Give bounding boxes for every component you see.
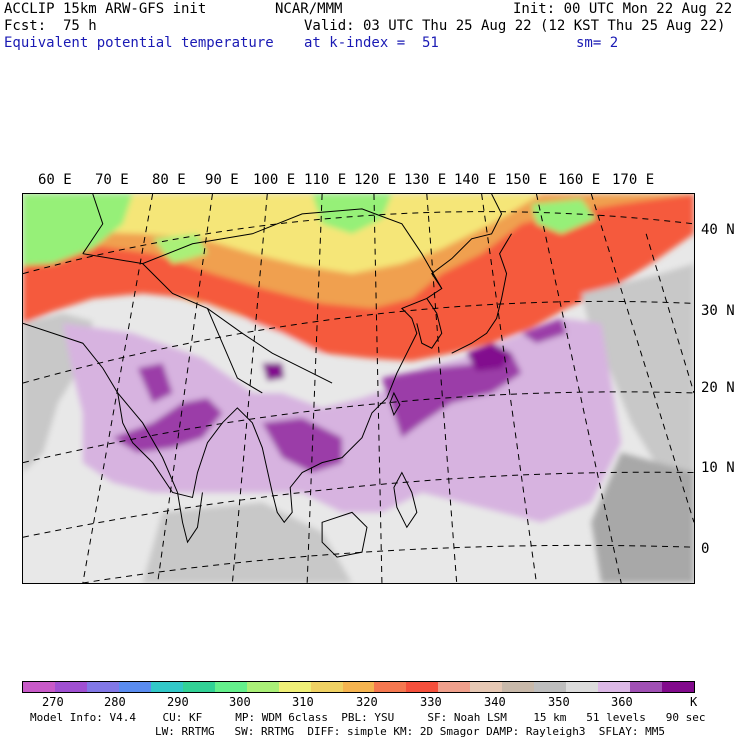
lat-label: 10 N (701, 460, 735, 476)
coastline-philippines (393, 471, 418, 529)
colorbar-swatch (118, 682, 151, 692)
colorbar-swatch (534, 682, 567, 692)
purple-core (262, 417, 343, 473)
colorbar-tick: 360 (611, 695, 633, 709)
coastline-taiwan (389, 391, 401, 417)
graticule-lat (23, 471, 694, 538)
colorbar-unit: K (690, 695, 698, 709)
colorbar-swatch (214, 682, 247, 692)
border-inland (82, 194, 104, 254)
colorbar-swatch (598, 682, 631, 692)
lon-label: 90 E (205, 172, 239, 188)
border-inland (206, 308, 263, 394)
lon-label: 70 E (95, 172, 129, 188)
coastline-india (117, 392, 203, 544)
purple-core (521, 318, 567, 344)
graticule-lat (82, 544, 694, 583)
colorbar-swatch (86, 682, 119, 692)
gray-zone (142, 502, 353, 583)
graticule-lon (590, 194, 694, 523)
colorbar-tick: 300 (229, 695, 251, 709)
colorbar-tick: 340 (484, 695, 506, 709)
lon-label: 120 E (354, 172, 397, 188)
lat-label: 20 N (701, 380, 735, 396)
lon-label: 130 E (404, 172, 447, 188)
red-band (23, 194, 694, 362)
purple-core (112, 397, 223, 453)
colorbar-tick: 280 (104, 695, 126, 709)
lon-label: 80 E (152, 172, 186, 188)
border-china (82, 208, 443, 289)
colorbar-swatch (54, 682, 87, 692)
border-inland (142, 263, 333, 384)
colorbar-swatch (502, 682, 535, 692)
colorbar-swatch (406, 682, 439, 692)
colorbar-swatch (182, 682, 215, 692)
green-patch (23, 194, 133, 266)
lon-label: 140 E (454, 172, 497, 188)
graticule-lat (23, 391, 694, 464)
lat-label: 40 N (701, 222, 735, 238)
colorbar-tick: 320 (356, 695, 378, 709)
colorbar-swatch (246, 682, 279, 692)
colorbar-tick: 330 (420, 695, 442, 709)
colorbar-swatch (23, 682, 55, 692)
graticule-lon (535, 194, 622, 583)
colorbar-swatch (374, 682, 407, 692)
colorbar-tick: 350 (548, 695, 570, 709)
lat-label: 30 N (701, 303, 735, 319)
coastline-korea (416, 298, 443, 349)
lon-label: 100 E (253, 172, 296, 188)
purple-core (466, 343, 512, 372)
gray-zone (581, 263, 694, 493)
physics-info-line: LW: RRTMG SW: RRTMG DIFF: simple KM: 2D … (155, 725, 665, 738)
colorbar-swatch (662, 682, 695, 692)
coastline-asia (23, 194, 503, 524)
colorbar (22, 681, 695, 693)
forecast-hour-label: Fcst: 75 h (4, 18, 97, 34)
colorbar-swatch (278, 682, 311, 692)
purple-core (381, 353, 522, 438)
colorbar-swatch (438, 682, 471, 692)
lon-label: 150 E (505, 172, 548, 188)
organization-label: NCAR/MMM (275, 1, 343, 17)
colorbar-swatch (150, 682, 183, 692)
colorbar-swatch (342, 682, 375, 692)
model-title: ACCLIP 15km ARW-GFS init (4, 1, 207, 17)
theta-e-map (22, 193, 695, 584)
colorbar-swatch (630, 682, 663, 692)
colorbar-swatch (310, 682, 343, 692)
yellow-band (23, 194, 542, 274)
graticule-lat (23, 300, 694, 384)
valid-time-label: Valid: 03 UTC Thu 25 Aug 22 (12 KST Thu … (304, 18, 726, 34)
gray-zone (591, 452, 694, 583)
green-patch (531, 198, 597, 234)
smoothing-label: sm= 2 (576, 35, 619, 51)
coastline-borneo (321, 511, 368, 558)
colorbar-tick: 270 (42, 695, 64, 709)
graticule-lon (82, 194, 154, 583)
coastline-japan (451, 233, 512, 354)
colorbar-swatch (470, 682, 503, 692)
lon-label: 110 E (304, 172, 347, 188)
graticule-lon (645, 233, 694, 394)
lon-label: 60 E (38, 172, 72, 188)
lon-label: 170 E (612, 172, 655, 188)
purple-core (262, 363, 285, 382)
level-label: at k-index = 51 (304, 35, 439, 51)
colorbar-tick: 310 (292, 695, 314, 709)
gray-zone (202, 303, 343, 413)
colorbar-tick: 290 (167, 695, 189, 709)
init-time-label: Init: 00 UTC Mon 22 Aug 22 (513, 1, 733, 17)
field-name-label: Equivalent potential temperature (4, 35, 274, 51)
model-info-line: Model Info: V4.4 CU: KF MP: WDM 6class P… (30, 711, 706, 724)
lon-label: 160 E (558, 172, 601, 188)
lat-label: 0 (701, 541, 710, 557)
colorbar-swatch (566, 682, 599, 692)
purple-core (137, 363, 173, 403)
